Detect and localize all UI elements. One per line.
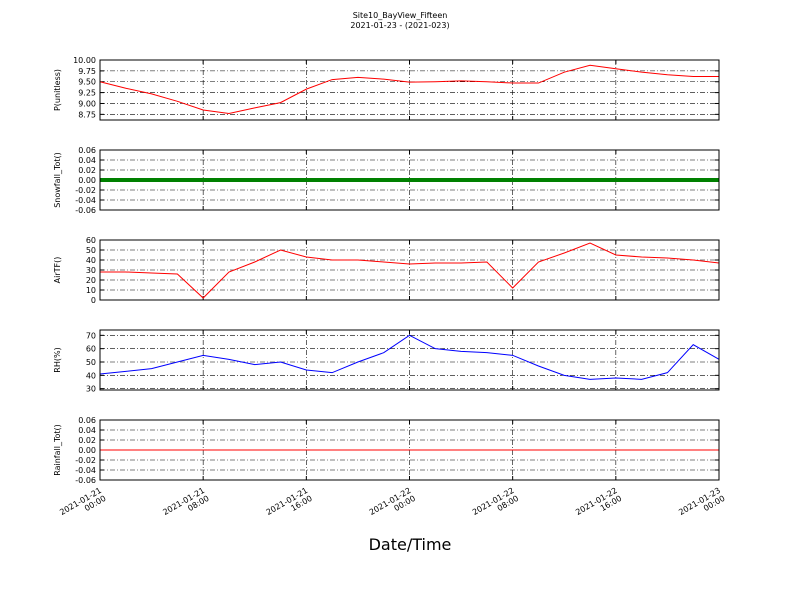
plot-frame	[99, 239, 720, 301]
y-tick-label: -0.06	[75, 206, 96, 215]
data-line	[99, 334, 720, 380]
y-tick-label: 0.00	[78, 446, 96, 455]
y-axis-label: P(unitless)	[53, 69, 62, 111]
y-tick-label: -0.04	[75, 196, 96, 205]
chart-title: Site10_BayView_Fifteen	[353, 11, 448, 20]
y-tick-label: 9.75	[78, 67, 96, 76]
y-tick-label: 20	[86, 276, 96, 285]
y-tick-label: 9.25	[78, 89, 96, 98]
y-tick-label: 70	[86, 331, 96, 340]
plot-frame	[99, 329, 720, 391]
y-tick-label: 10.00	[73, 56, 96, 65]
y-tick-label: -0.06	[75, 476, 96, 485]
data-line	[99, 64, 719, 114]
y-axis-label: RH(%)	[53, 347, 62, 372]
y-tick-label: -0.02	[75, 456, 96, 465]
y-tick-label: 0.02	[78, 166, 96, 175]
y-tick-label: 9.50	[78, 78, 96, 87]
y-tick-label: 40	[86, 371, 96, 380]
x-axis-label: Date/Time	[369, 535, 452, 554]
y-axis-label: Rainfall_Tot()	[53, 424, 62, 476]
y-tick-label: 40	[86, 256, 96, 265]
plot-frame	[99, 149, 720, 211]
y-tick-label: 0	[91, 296, 96, 305]
y-tick-label: 60	[86, 236, 96, 245]
y-axis-label: AirTF()	[53, 257, 62, 284]
y-tick-label: 50	[86, 246, 96, 255]
y-tick-label: 60	[86, 345, 96, 354]
x-tick-label: 2021-01-2108:00	[161, 486, 210, 525]
y-tick-label: 0.00	[78, 176, 96, 185]
y-tick-label: 50	[86, 358, 96, 367]
x-tick-label: 2021-01-2300:00	[677, 486, 726, 525]
x-tick-label: 2021-01-2200:00	[368, 486, 417, 525]
y-tick-label: 0.02	[78, 436, 96, 445]
y-tick-label: -0.04	[75, 466, 96, 475]
y-tick-label: 0.04	[78, 156, 96, 165]
x-tick-label: 2021-01-2116:00	[265, 486, 314, 525]
y-tick-label: 0.06	[78, 146, 96, 155]
y-tick-label: 0.04	[78, 426, 96, 435]
plot-frame	[99, 59, 720, 121]
y-tick-label: 30	[86, 266, 96, 275]
y-tick-label: 8.75	[78, 110, 96, 119]
plot-frame	[99, 419, 720, 481]
x-tick-label: 2021-01-2100:00	[58, 486, 107, 525]
y-tick-label: 10	[86, 286, 96, 295]
y-tick-label: 9.00	[78, 99, 96, 108]
y-tick-label: 0.06	[78, 416, 96, 425]
data-line	[100, 242, 720, 299]
y-axis-label: Snowfall_Tot()	[53, 152, 62, 208]
y-tick-label: 30	[86, 385, 96, 394]
x-tick-label: 2021-01-2216:00	[574, 486, 623, 525]
x-tick-label: 2021-01-2208:00	[471, 486, 520, 525]
chart-subtitle: 2021-01-23 - (2021-023)	[350, 21, 449, 30]
y-tick-label: -0.02	[75, 186, 96, 195]
